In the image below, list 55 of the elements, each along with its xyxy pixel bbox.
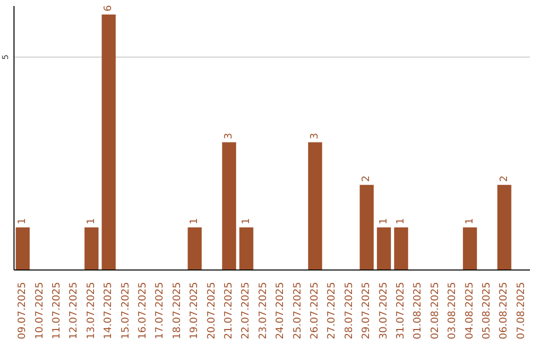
x-tick-label: 28.07.2025 [344, 282, 355, 340]
x-tick-label: 12.07.2025 [68, 282, 80, 340]
data-label: 1 [240, 218, 252, 224]
x-tick-label: 17.07.2025 [154, 282, 166, 340]
bar [102, 14, 116, 270]
x-tick-label: 01.08.2025 [412, 282, 424, 340]
data-label: 1 [378, 218, 390, 224]
x-tick-label: 14.07.2025 [103, 282, 114, 340]
x-tick-label: 09.07.2025 [17, 282, 28, 340]
x-tick-label: 29.07.2025 [361, 282, 372, 340]
data-label: 1 [189, 218, 200, 224]
bar [239, 227, 254, 270]
x-tick-label: 06.08.2025 [498, 282, 510, 340]
data-label: 3 [224, 132, 235, 140]
x-tick-label: 13.07.2025 [86, 282, 97, 340]
x-tick-label: 21.07.2025 [224, 282, 234, 340]
bar [497, 184, 512, 270]
x-tick-label: 25.07.2025 [292, 282, 304, 340]
x-tick-label: 30.07.2025 [378, 282, 390, 340]
data-label: 2 [361, 175, 372, 182]
x-tick-label: 04.08.2025 [464, 282, 476, 340]
y-tick-label: 5 [1, 54, 10, 60]
bar [462, 227, 477, 270]
x-tick-label: 10.07.2025 [34, 282, 46, 340]
bar [84, 227, 99, 270]
bar [16, 227, 30, 270]
bar [360, 184, 374, 270]
x-tick-label: 19.07.2025 [189, 282, 200, 340]
data-label: 1 [396, 218, 407, 224]
x-tick-label: 23.07.2025 [258, 282, 269, 340]
x-tick-label: 24.07.2025 [275, 282, 286, 340]
data-label: 1 [464, 218, 476, 224]
x-tick-label: 11.07.2025 [52, 282, 62, 340]
x-tick-label: 15.07.2025 [120, 282, 132, 340]
x-tick-label: 26.07.2025 [310, 282, 320, 340]
data-label: 1 [86, 218, 98, 224]
x-tick-label: 16.07.2025 [138, 282, 148, 340]
x-tick-label: 05.08.2025 [482, 282, 492, 340]
data-label: 2 [498, 175, 510, 182]
bar [376, 227, 391, 270]
bar [222, 142, 236, 270]
x-tick-label: 27.07.2025 [326, 282, 338, 340]
x-tick-label: 31.07.2025 [396, 282, 406, 340]
bar [188, 227, 202, 270]
bar [394, 227, 408, 270]
bar [308, 142, 322, 270]
x-tick-label: 22.07.2025 [240, 282, 252, 340]
data-label: 6 [103, 5, 114, 12]
data-label: 1 [17, 218, 28, 224]
x-tick-label: 18.07.2025 [172, 282, 183, 340]
x-tick-label: 07.08.2025 [516, 282, 527, 340]
data-label: 3 [310, 132, 321, 140]
x-tick-label: 03.08.2025 [447, 282, 458, 340]
x-tick-label: 20.07.2025 [206, 282, 218, 340]
x-tick-label: 02.08.2025 [430, 282, 441, 340]
